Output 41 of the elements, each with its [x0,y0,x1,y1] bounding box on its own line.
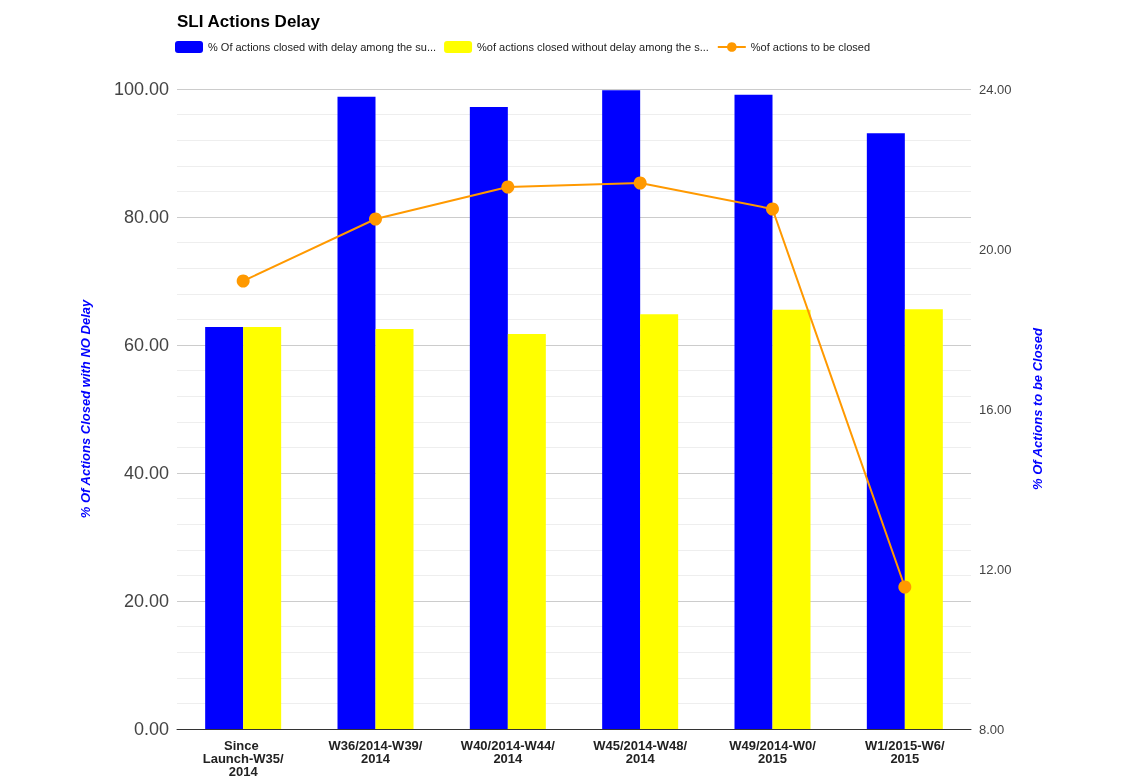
bar [602,90,641,729]
legend-label: %of actions closed without delay among the s... [477,41,709,53]
y-tick-label: 60.00 [123,335,169,355]
x-tick-label: W40/2014-W44/2014 [460,738,556,766]
y2-tick-label: 16.00 [979,401,1012,417]
bar [205,327,244,729]
legend-label: %of actions to be closed [750,41,871,53]
x-tick-label: W45/2014-W48/2014 [593,738,688,766]
point [236,274,250,288]
bar [243,327,282,729]
x-tick-label: Since Launch-W35/2014 [202,738,284,778]
y-tick-label: 0.00 [133,719,169,739]
x-tick-label: W1/2015-W6/2015 [865,738,945,766]
point [766,202,779,216]
x-tick-label: W36/2014-W39/2014 [328,738,423,766]
y-tick-label: 20.00 [123,591,169,611]
y2-axis-title: % Of Actions to be Closed [1030,326,1045,491]
bar [734,94,773,729]
point [898,580,912,594]
chart-title: SLI Actions Delay [177,12,321,31]
bar [904,309,943,729]
point [633,176,647,190]
bar [772,309,811,729]
y-axis-title: % Of Actions Closed with NO Delay [78,299,93,519]
y2-tick-label: 12.00 [979,561,1012,577]
bar [337,96,376,729]
bar [507,334,546,729]
bar [866,133,905,729]
legend-label: % Of actions closed with delay among the su... [208,41,437,53]
x-tick-label: W49/2014-W0/2015 [729,738,817,766]
y2-tick-label: 20.00 [979,241,1012,257]
point [501,180,515,194]
bar [375,329,414,729]
point [369,212,382,226]
y2-tick-label: 8.00 [979,721,1005,737]
y-tick-label: 80.00 [123,207,169,227]
bar [469,106,508,729]
y-tick-label: 40.00 [123,463,169,483]
y-tick-label: 100.00 [113,79,169,99]
bar [640,314,679,729]
y2-tick-label: 24.00 [979,81,1012,97]
